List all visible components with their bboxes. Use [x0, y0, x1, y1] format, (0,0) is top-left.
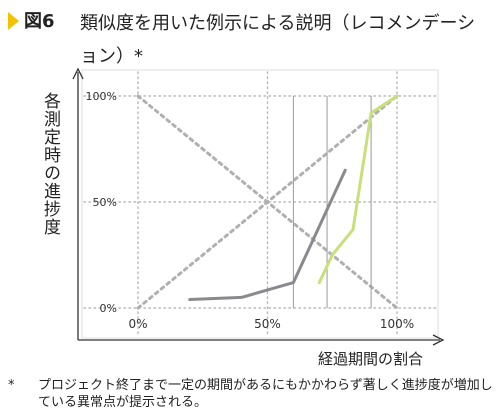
diagonal-guides	[136, 94, 399, 310]
axes	[72, 67, 445, 346]
y-tick-label: 50%	[93, 196, 117, 209]
footnote-text: プロジェクト終了まで一定の期間があるにもかかわらず著しく進捗度が増加している異常…	[38, 378, 493, 410]
footnote-mark: *	[8, 378, 15, 393]
diagonal-guide-line	[136, 94, 399, 310]
plot-area-border	[81, 69, 439, 339]
y-tick-label: 100%	[86, 90, 117, 103]
series-line-1	[188, 168, 347, 302]
triangle-marker-icon	[8, 12, 19, 30]
y-axis-arrow-icon	[72, 67, 84, 80]
x-axis-label: 経過期間の割合	[318, 350, 424, 368]
series-line-2	[317, 94, 399, 285]
grid	[83, 71, 437, 337]
x-tick-label: 100%	[380, 317, 414, 331]
x-tick-label: 0%	[128, 317, 147, 331]
vertical-markers	[292, 96, 372, 308]
y-axis-label: 各測定時の進捗度	[40, 92, 60, 236]
figure-title: 類似度を用いた例示による説明（レコメンデーション）*	[80, 13, 476, 67]
x-tick-label: 50%	[254, 317, 281, 331]
y-tick-label: 0%	[100, 302, 117, 315]
x-axis-arrow-icon	[432, 334, 445, 346]
figure-number: 図6	[24, 11, 55, 32]
series	[188, 94, 399, 302]
tick-labels: 0% 50% 100% 0% 50% 100%	[86, 90, 415, 331]
